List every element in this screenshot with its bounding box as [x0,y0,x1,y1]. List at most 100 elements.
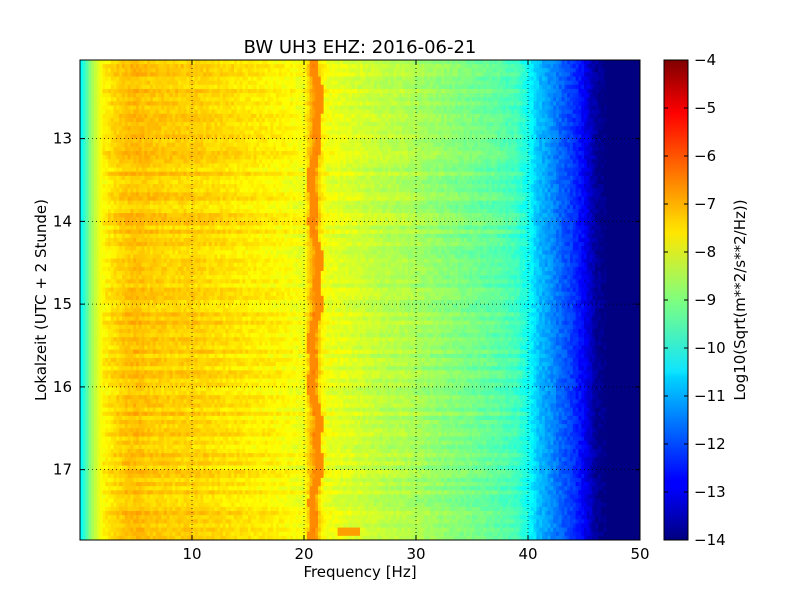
heatmap-cell [340,88,344,94]
heatmap-cell [147,80,151,86]
heatmap-cell [295,97,299,102]
heatmap-cell [326,68,330,74]
heatmap-cell [88,109,92,115]
heatmap-cell [208,122,213,127]
heatmap-cell [236,64,241,69]
heatmap-cell [441,138,445,144]
heatmap-cell [262,80,266,86]
heatmap-cell [413,76,417,82]
heatmap-cell [136,97,140,102]
heatmap-cell [194,109,199,115]
heatmap-cell [586,105,591,111]
heatmap-cell [318,84,322,90]
heatmap-cell [217,126,221,131]
heatmap-cell [592,122,596,127]
heatmap-cell [99,97,103,102]
heatmap-cell [497,130,501,136]
heatmap-cell [166,105,171,111]
heatmap-cell [360,97,364,102]
heatmap-cell [480,105,484,111]
heatmap-cell [85,84,89,90]
heatmap-cell [603,109,607,115]
heatmap-cell [505,101,509,107]
heatmap-cell [477,72,481,78]
heatmap-cell [267,122,271,127]
heatmap-cell [595,64,599,69]
heatmap-cell [614,60,619,65]
heatmap-cell [102,72,106,78]
heatmap-cell [449,134,453,140]
heatmap-cell [248,122,252,127]
heatmap-cell [525,72,529,78]
heatmap-cell [623,105,627,111]
heatmap-cell [119,130,123,136]
heatmap-cell [206,105,210,111]
heatmap-cell [371,64,375,69]
heatmap-cell [276,72,280,78]
heatmap-cell [497,134,501,140]
heatmap-cell [516,93,521,98]
heatmap-cell [82,130,87,136]
heatmap-cell [516,88,521,94]
heatmap-cell [222,68,227,74]
heatmap-cell [236,84,241,90]
heatmap-cell [141,80,145,86]
heatmap-cell [110,97,115,102]
heatmap-cell [634,134,638,140]
heatmap-cell [290,88,294,94]
heatmap-cell [589,134,593,140]
heatmap-cell [528,80,532,86]
heatmap-cell [558,80,563,86]
heatmap-cell [424,138,428,144]
heatmap-cell [572,84,577,90]
heatmap-cell [567,126,571,131]
heatmap-cell [441,122,445,127]
heatmap-cell [570,113,574,119]
heatmap-cell [570,97,574,102]
heatmap-cell [287,138,291,144]
heatmap-cell [438,105,442,111]
heatmap-cell [600,130,605,136]
heatmap-cell [362,134,367,140]
heatmap-cell [354,84,358,90]
heatmap-cell [631,93,635,98]
heatmap-cell [175,142,179,148]
heatmap-cell [130,97,134,102]
heatmap-cell [483,122,487,127]
heatmap-cell [550,126,554,131]
heatmap-cell [474,138,479,144]
heatmap-cell [320,72,325,78]
heatmap-cell [122,97,126,102]
heatmap-cell [430,60,434,65]
heatmap-cell [483,76,487,82]
heatmap-cell [186,88,190,94]
heatmap-cell [522,88,526,94]
heatmap-cell [147,109,151,115]
heatmap-cell [346,93,350,98]
heatmap-cell [539,72,543,78]
heatmap-cell [178,134,182,140]
heatmap-cell [371,101,375,107]
heatmap-cell [519,76,523,82]
heatmap-cell [309,60,313,65]
heatmap-cell [617,97,621,102]
heatmap-cell [623,138,627,144]
heatmap-cell [374,60,378,65]
heatmap-cell [455,80,459,86]
heatmap-cell [626,109,630,115]
heatmap-cell [463,138,467,144]
heatmap-cell [637,93,640,98]
heatmap-cell [376,72,381,78]
heatmap-cell [539,80,543,86]
heatmap-cell [533,138,537,144]
heatmap-cell [598,84,602,90]
heatmap-cell [169,134,173,140]
heatmap-cell [161,122,165,127]
heatmap-cell [231,80,235,86]
heatmap-cell [253,97,257,102]
heatmap-cell [365,93,369,98]
heatmap-cell [144,64,148,69]
heatmap-cell [533,68,537,74]
heatmap-cell [80,72,84,78]
